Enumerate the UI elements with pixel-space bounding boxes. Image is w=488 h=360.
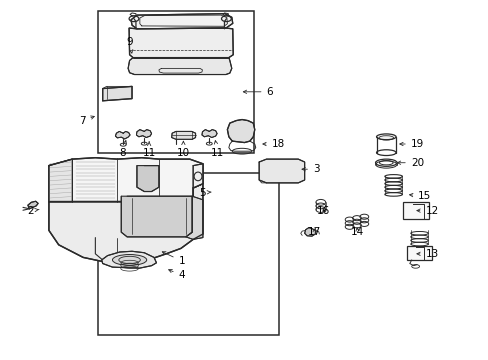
- Polygon shape: [49, 159, 72, 202]
- Polygon shape: [171, 131, 195, 139]
- Bar: [406, 246, 431, 260]
- Text: 19: 19: [399, 139, 423, 149]
- Polygon shape: [28, 201, 38, 209]
- Text: 15: 15: [409, 191, 430, 201]
- Text: 7: 7: [79, 116, 94, 126]
- Text: 8: 8: [119, 140, 126, 158]
- Text: 2: 2: [27, 206, 39, 216]
- Text: 11: 11: [210, 141, 224, 158]
- Bar: [403, 202, 428, 219]
- Polygon shape: [137, 166, 159, 192]
- Text: 17: 17: [307, 227, 321, 237]
- Polygon shape: [227, 120, 254, 143]
- Polygon shape: [128, 58, 231, 75]
- Polygon shape: [185, 196, 203, 239]
- Text: 14: 14: [350, 227, 364, 237]
- Text: 5: 5: [198, 188, 210, 198]
- Polygon shape: [136, 130, 151, 138]
- Text: 6: 6: [243, 87, 273, 97]
- Polygon shape: [49, 184, 203, 262]
- Polygon shape: [202, 130, 217, 138]
- Polygon shape: [49, 158, 203, 202]
- Polygon shape: [102, 251, 156, 268]
- Bar: [98, 11, 254, 153]
- Ellipse shape: [112, 255, 146, 265]
- Text: 3: 3: [302, 164, 319, 174]
- Polygon shape: [115, 131, 130, 139]
- Text: 1: 1: [162, 252, 185, 266]
- Text: 10: 10: [177, 141, 189, 158]
- Text: 11: 11: [142, 142, 156, 158]
- Bar: [98, 173, 278, 335]
- Polygon shape: [121, 196, 192, 237]
- Text: 16: 16: [316, 206, 329, 216]
- Text: 12: 12: [416, 206, 438, 216]
- Text: 13: 13: [416, 249, 438, 259]
- Polygon shape: [259, 159, 304, 183]
- Text: 4: 4: [168, 270, 185, 280]
- Polygon shape: [304, 228, 315, 236]
- Polygon shape: [102, 86, 132, 101]
- Text: 18: 18: [263, 139, 284, 149]
- Text: 9: 9: [126, 37, 133, 53]
- Polygon shape: [131, 14, 232, 29]
- Ellipse shape: [376, 134, 395, 140]
- Polygon shape: [193, 164, 203, 188]
- Text: 20: 20: [397, 158, 423, 168]
- Polygon shape: [129, 28, 233, 58]
